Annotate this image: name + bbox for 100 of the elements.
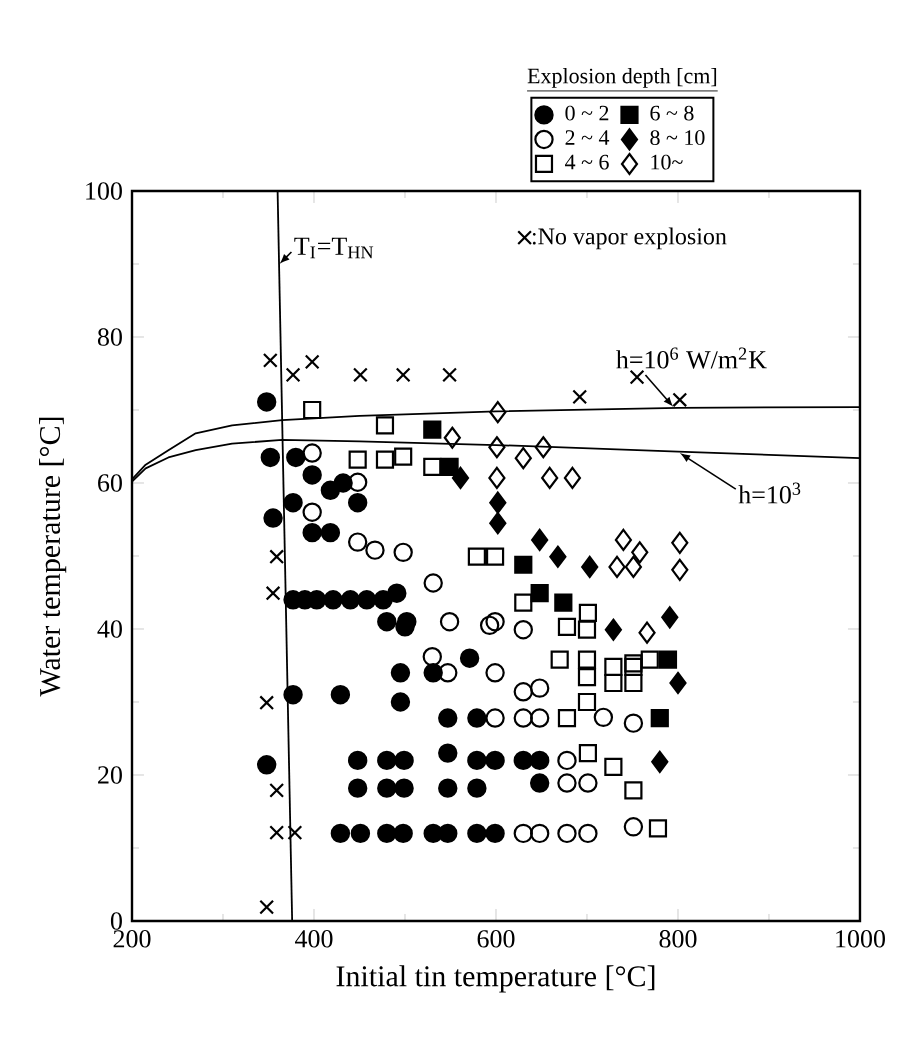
y-tick-label: 0: [110, 912, 122, 930]
point: [549, 545, 567, 568]
point: [394, 750, 414, 771]
point: [467, 547, 486, 566]
point: [357, 590, 377, 610]
point: [377, 612, 397, 632]
legend-label: 0 ~ 2: [565, 105, 609, 121]
point: [352, 367, 368, 383]
point: [534, 436, 552, 459]
point: [631, 541, 649, 564]
point: [438, 663, 458, 683]
point: [488, 466, 506, 489]
point: [451, 466, 470, 489]
point: [577, 650, 597, 669]
point: [513, 682, 533, 702]
point: [513, 620, 533, 640]
x-tick-label: 400: [295, 930, 333, 948]
point: [485, 823, 505, 844]
point: [269, 782, 285, 798]
point: [395, 367, 411, 383]
legend-label: 10~: [651, 154, 683, 170]
point: [485, 750, 505, 771]
point: [438, 823, 458, 844]
point: [485, 663, 505, 683]
point: [608, 555, 626, 579]
point: [513, 750, 533, 771]
point: [302, 465, 322, 485]
point: [661, 606, 679, 629]
point: [263, 508, 283, 528]
point: [557, 750, 577, 771]
point: [375, 416, 395, 435]
point: [330, 685, 351, 705]
point: [259, 899, 275, 915]
legend-label: :No vapor explosion: [532, 227, 727, 250]
point: [442, 367, 458, 383]
point: [423, 457, 442, 477]
point: [323, 590, 343, 610]
point: [557, 823, 577, 844]
point: [443, 426, 461, 449]
point: [529, 708, 550, 728]
point: [489, 491, 507, 514]
point: [624, 555, 642, 579]
y-tick-label: 100: [86, 182, 122, 200]
point: [577, 620, 597, 639]
point: [578, 603, 597, 623]
x-tick-label: 200: [113, 930, 151, 948]
point: [671, 558, 689, 581]
y-tick-label: 20: [98, 766, 122, 784]
point: [256, 392, 277, 412]
point: [485, 547, 505, 566]
point: [623, 713, 644, 733]
point: [459, 648, 480, 668]
point: [604, 618, 622, 641]
point: [550, 650, 569, 669]
point: [577, 668, 597, 687]
point: [330, 823, 351, 844]
point: [422, 647, 442, 667]
annotation: T$_{I}$=T$_{HN}$: [294, 237, 374, 259]
y-axis-title: Water temperature [°C]: [39, 417, 67, 697]
point: [387, 583, 407, 603]
point: [256, 755, 277, 775]
point: [390, 692, 411, 712]
y-tick-label: 80: [97, 328, 122, 346]
point: [577, 692, 597, 712]
point: [440, 457, 459, 477]
point: [485, 708, 505, 728]
point: [514, 555, 533, 574]
point: [307, 590, 327, 610]
point: [285, 367, 301, 383]
annotation: h=10$^{6}$ W/m$^{2}$K: [616, 347, 767, 369]
point: [283, 685, 303, 705]
point: [578, 744, 597, 763]
legend-label: 8 ~ 10: [650, 130, 705, 146]
point: [395, 617, 415, 637]
point: [393, 823, 413, 844]
annotation: h=10$^{3}$: [738, 482, 801, 504]
point: [347, 532, 368, 552]
point: [669, 671, 687, 695]
point: [513, 823, 533, 844]
point: [557, 708, 577, 728]
point: [489, 512, 507, 535]
point: [572, 389, 588, 405]
point: [333, 473, 353, 493]
x-tick-label: 800: [659, 930, 697, 948]
point: [604, 657, 623, 677]
point: [423, 573, 443, 593]
point: [489, 401, 507, 424]
point: [650, 708, 669, 728]
point: [340, 590, 361, 610]
point: [578, 773, 598, 793]
point: [513, 708, 533, 728]
point: [479, 615, 500, 636]
point: [614, 528, 632, 552]
point: [529, 678, 550, 698]
point: [514, 593, 533, 612]
point: [304, 354, 320, 370]
point: [557, 617, 577, 636]
x-tick-label: 1000: [836, 930, 885, 948]
point: [438, 708, 458, 728]
point: [629, 369, 645, 385]
